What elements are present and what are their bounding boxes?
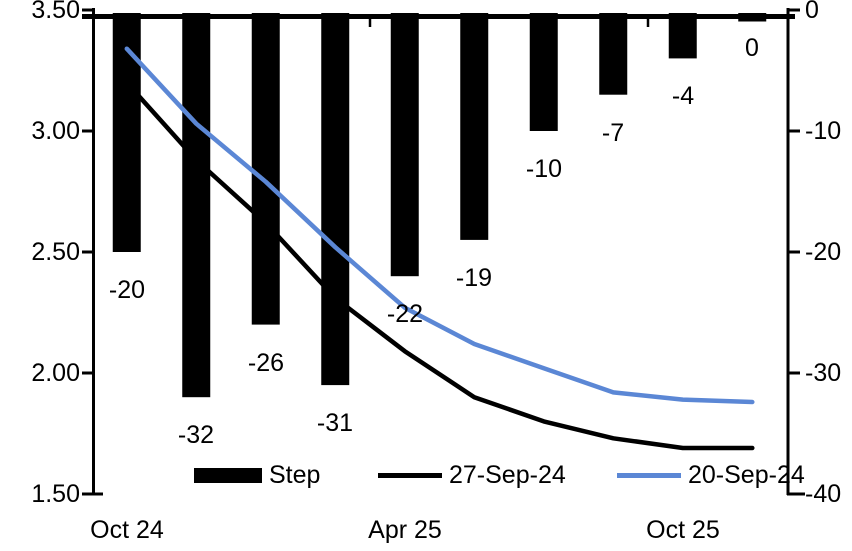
step-bar-8 (668, 13, 697, 59)
bar-data-label-9: 0 (745, 34, 759, 62)
right-axis-tick-label-1: -10 (805, 117, 842, 145)
series-line-27-sep-24 (124, 80, 755, 451)
x-axis-tick-label-apr-25: Apr 25 (368, 516, 442, 544)
bar-data-label-5: -19 (455, 264, 493, 292)
legend-item-20-sep-24: 20-Sep-24 (617, 462, 805, 488)
bar-data-label-3: -31 (316, 409, 354, 437)
step-bar-3 (321, 13, 350, 386)
right-axis-tick-label-0: 0 (805, 0, 819, 24)
bar-data-label-0: -20 (108, 276, 146, 304)
step-bar-2 (251, 13, 280, 325)
step-bar-7 (599, 13, 628, 95)
left-axis-tick-label-2: 2.50 (31, 238, 80, 266)
legend-label-27-sep-24: 27-Sep-24 (449, 461, 566, 489)
left-axis-tick-label-3: 2.00 (31, 359, 80, 387)
step-bar-6 (529, 13, 558, 131)
x-axis-tick-label-oct-25: Oct 25 (646, 516, 720, 544)
right-axis-tick-label-2: -20 (805, 238, 842, 266)
legend-item-27-sep-24: 27-Sep-24 (378, 462, 566, 488)
left-axis-tick-label-4: 1.50 (31, 480, 80, 508)
step-bar-swatch (194, 467, 262, 483)
x-axis-tick-label-oct-24: Oct 24 (90, 516, 164, 544)
bar-data-label-4: -22 (386, 300, 424, 328)
left-axis-tick-label-1: 3.00 (31, 117, 80, 145)
series-line-20-sep-24 (124, 46, 755, 405)
bar-data-label-2: -26 (247, 349, 285, 377)
line-swatch-27-sep-24 (378, 472, 442, 478)
right-axis-tick-label-4: -40 (805, 480, 842, 508)
step-bar-1 (182, 13, 211, 398)
bar-data-label-1: -32 (177, 421, 215, 449)
bar-data-label-6: -10 (525, 155, 563, 183)
bar-data-label-7: -7 (601, 119, 625, 147)
legend-item-step: Step (194, 462, 320, 488)
line-swatch-20-sep-24 (617, 472, 681, 478)
right-axis-tick-label-3: -30 (805, 359, 842, 387)
bar-data-label-8: -4 (671, 82, 695, 110)
legend-label-20-sep-24: 20-Sep-24 (688, 461, 805, 489)
step-bar-4 (390, 13, 419, 277)
step-bar-5 (460, 13, 489, 240)
left-axis-tick-label-0: 3.50 (31, 0, 80, 24)
legend-label-step: Step (269, 461, 321, 489)
step-bar-0 (112, 13, 141, 252)
